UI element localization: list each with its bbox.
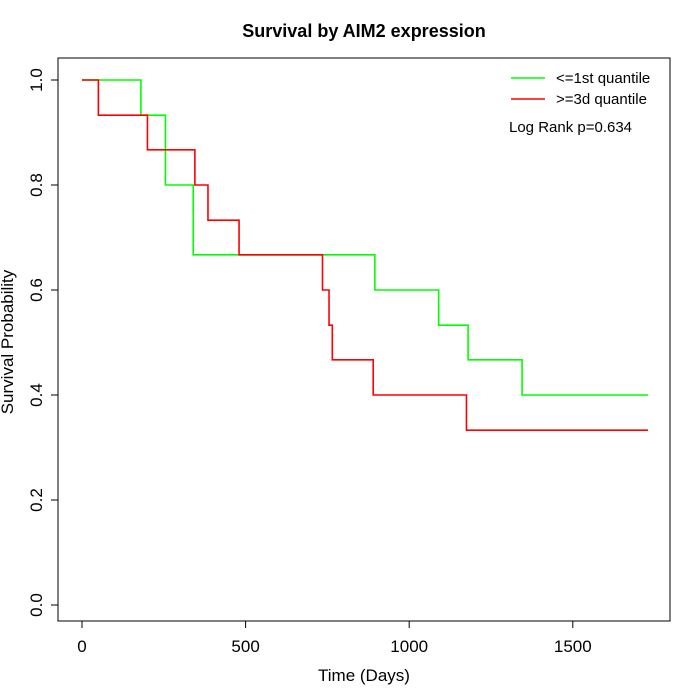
series-line-1 — [82, 79, 649, 431]
series-layer — [82, 79, 649, 431]
log-rank-annotation: Log Rank p=0.634 — [509, 119, 632, 136]
y-axis: 0.0 0.2 0.4 0.6 0.8 1.0 — [27, 68, 59, 617]
legend: <=1st quantile >=3d quantile — [511, 70, 650, 108]
y-tick-label: 1.0 — [27, 68, 46, 92]
legend-label-1: >=3d quantile — [556, 91, 647, 108]
y-tick-label: 0.2 — [27, 488, 46, 512]
x-tick-label: 1500 — [554, 637, 592, 656]
series-line-0 — [82, 79, 649, 396]
x-tick-label: 500 — [231, 637, 259, 656]
x-tick-label: 0 — [77, 637, 86, 656]
y-tick-label: 0.4 — [27, 383, 46, 407]
legend-label-0: <=1st quantile — [556, 70, 650, 87]
y-axis-label: Survival Probability — [0, 269, 17, 414]
y-tick-label: 0.8 — [27, 173, 46, 197]
x-axis: 0 500 1000 1500 — [77, 620, 592, 656]
x-axis-label: Time (Days) — [318, 666, 410, 685]
y-tick-label: 0.6 — [27, 278, 46, 302]
chart-title: Survival by AIM2 expression — [242, 21, 485, 41]
y-tick-label: 0.0 — [27, 593, 46, 617]
x-tick-label: 1000 — [390, 637, 428, 656]
